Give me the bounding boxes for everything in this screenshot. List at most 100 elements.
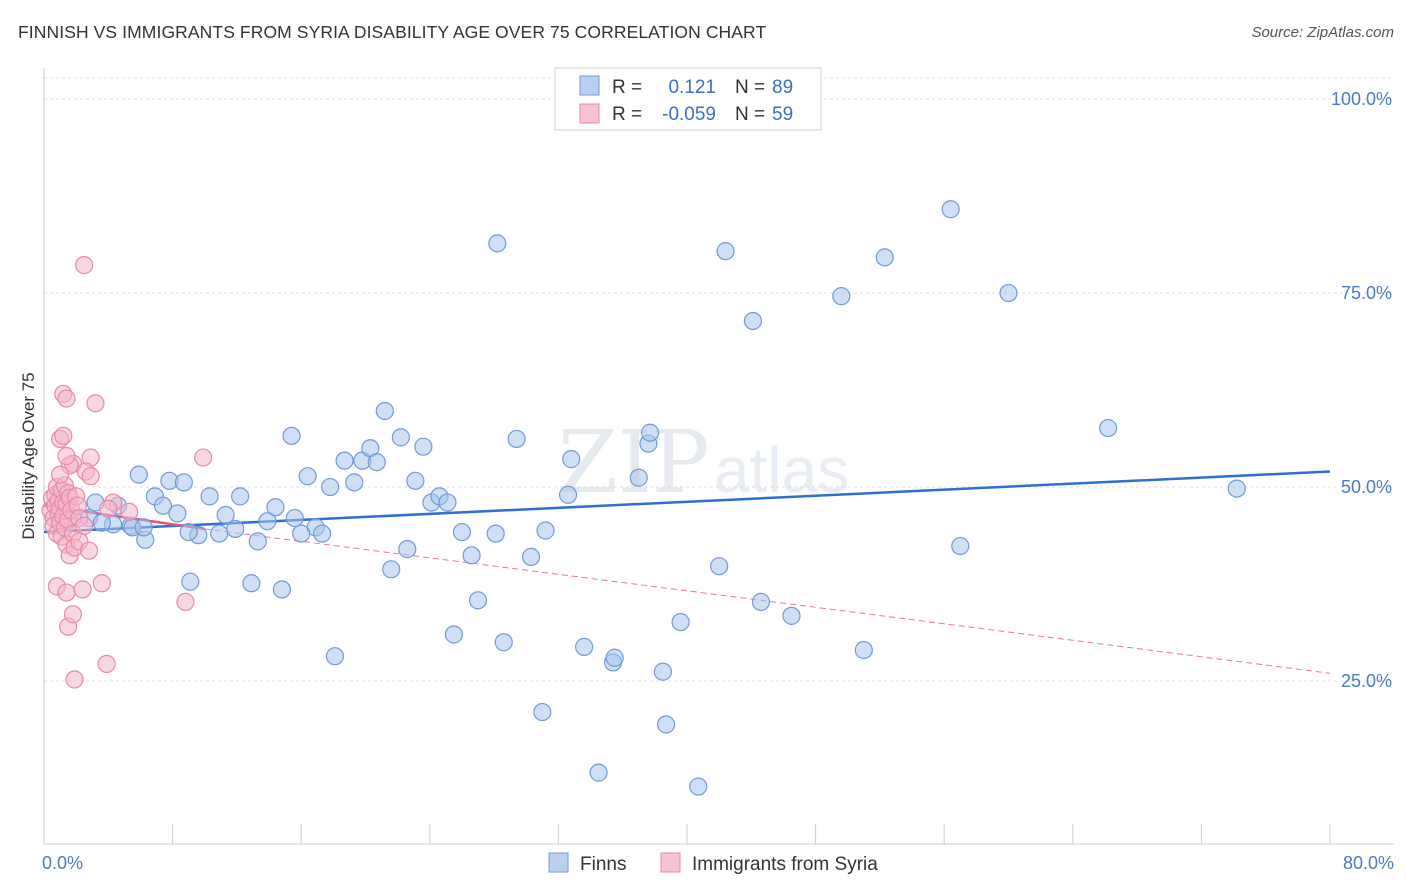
series-legend: Finns Immigrants from Syria	[548, 852, 878, 875]
point-finns-62	[605, 648, 624, 667]
point-finns-30	[312, 524, 332, 543]
point-finns-50	[468, 591, 488, 610]
point-finns-84	[292, 524, 311, 543]
point-finns-80	[999, 283, 1018, 303]
point-finns-74	[782, 606, 801, 625]
point-finns-54	[521, 547, 541, 566]
legend-r-value-syria: -0.059	[662, 104, 716, 125]
point-finns-13	[174, 473, 193, 492]
point-finns-39	[382, 560, 401, 579]
point-finns-82	[1227, 479, 1246, 498]
point-finns-65	[640, 423, 660, 442]
legend-n-value-syria: 59	[772, 104, 793, 125]
point-finns-81	[1099, 418, 1118, 438]
point-finns-71	[716, 242, 735, 261]
point-finns-58	[562, 450, 581, 469]
point-finns-47	[444, 625, 464, 644]
point-finns-73	[751, 592, 771, 611]
y-tick-label-2: 50.0%	[1341, 477, 1392, 497]
x-ticks	[43, 824, 1331, 844]
series-syria	[41, 256, 213, 689]
point-finns-27	[285, 508, 304, 528]
point-finns-79	[951, 536, 970, 556]
point-finns-52	[494, 633, 513, 652]
point-syria-57	[194, 448, 213, 467]
point-finns-57	[558, 485, 578, 504]
x-tick-label-min: 0.0%	[42, 853, 83, 873]
point-finns-70	[710, 557, 729, 576]
point-finns-49	[462, 546, 481, 565]
point-finns-12	[168, 504, 187, 523]
legend-swatch-syria	[579, 103, 600, 124]
point-syria-36	[92, 574, 111, 593]
point-syria-48	[50, 465, 70, 484]
point-syria-55	[79, 541, 99, 560]
legend-n-value-finns: 89	[772, 77, 793, 98]
point-syria-52	[99, 499, 118, 518]
point-finns-53	[507, 429, 526, 449]
point-finns-72	[743, 311, 763, 331]
point-syria-49	[81, 467, 100, 486]
y-tick-label-3: 25.0%	[1341, 671, 1392, 691]
point-finns-46	[438, 493, 457, 512]
point-finns-24	[266, 498, 285, 517]
trend-line-finns	[43, 470, 1331, 534]
axes	[43, 68, 1394, 845]
point-syria-37	[97, 654, 116, 674]
bottom-legend-swatch-finns	[548, 852, 569, 873]
point-finns-17	[210, 524, 229, 543]
point-syria-34	[65, 670, 84, 689]
point-finns-18	[216, 505, 235, 525]
point-finns-83	[488, 234, 507, 253]
point-finns-67	[657, 715, 676, 734]
legend-r-label-syria: R =	[612, 104, 642, 125]
point-syria-33	[63, 605, 83, 624]
point-syria-58	[120, 502, 139, 521]
point-finns-26	[282, 426, 301, 445]
point-finns-28	[298, 467, 317, 486]
point-finns-77	[875, 248, 894, 267]
point-syria-38	[75, 256, 94, 275]
y-tick-label-1: 75.0%	[1341, 283, 1392, 303]
legend-swatch-finns	[579, 75, 600, 96]
trend-line-syria-extension	[204, 528, 1331, 674]
point-finns-20	[231, 487, 250, 506]
point-finns-75	[832, 287, 851, 306]
point-finns-78	[941, 200, 960, 219]
point-finns-76	[854, 640, 873, 660]
point-syria-40	[57, 389, 76, 408]
point-finns-40	[391, 428, 410, 447]
point-finns-69	[689, 777, 708, 796]
bottom-legend-swatch-syria	[660, 852, 681, 873]
point-finns-42	[406, 471, 425, 490]
point-finns-38	[375, 401, 394, 421]
watermark-zip: ZIP	[558, 413, 710, 513]
legend-r-label-finns: R =	[612, 77, 642, 98]
point-finns-23	[258, 512, 277, 531]
point-finns-10	[153, 496, 173, 515]
legend-n-label-finns: N =	[735, 77, 765, 98]
y-tick-label-0: 100.0%	[1331, 89, 1392, 109]
y-axis-label: Disability Age Over 75	[19, 372, 38, 539]
legend-r-value-finns: 0.121	[668, 77, 716, 98]
legend-n-label-syria: N =	[735, 104, 765, 125]
point-finns-51	[486, 524, 505, 543]
stats-legend: R = 0.121 N = 89 R = -0.059 N = 59	[554, 67, 822, 131]
point-syria-41	[86, 394, 105, 413]
point-finns-37	[367, 453, 386, 472]
y-tick-labels: 100.0% 75.0% 50.0% 25.0%	[1331, 89, 1392, 691]
point-finns-7	[129, 465, 148, 484]
point-finns-55	[533, 702, 552, 722]
point-finns-41	[398, 540, 417, 559]
point-finns-66	[653, 662, 672, 681]
point-finns-31	[321, 477, 340, 497]
x-tick-label-max: 80.0%	[1343, 853, 1394, 873]
point-finns-85	[179, 522, 198, 542]
bottom-legend-label-finns: Finns	[580, 854, 626, 875]
point-syria-31	[57, 583, 76, 602]
point-syria-54	[75, 516, 94, 535]
point-finns-86	[134, 518, 153, 537]
point-syria-43	[54, 426, 73, 445]
point-finns-22	[248, 532, 267, 551]
